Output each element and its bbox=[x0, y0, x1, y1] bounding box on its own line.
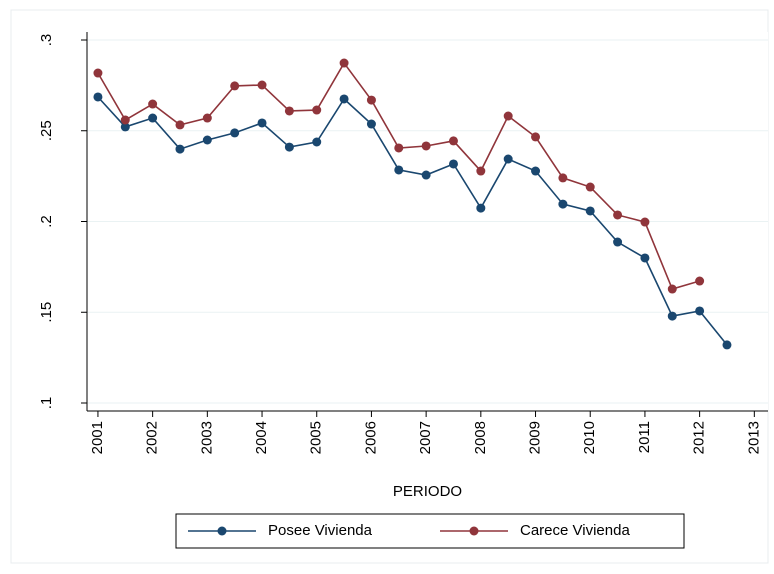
x-tick-label: 2005 bbox=[308, 421, 325, 454]
legend-marker bbox=[469, 526, 479, 536]
x-tick-label: 2003 bbox=[198, 421, 215, 454]
data-point bbox=[93, 92, 103, 102]
data-point bbox=[503, 111, 513, 121]
data-point bbox=[448, 136, 458, 146]
data-point bbox=[695, 276, 705, 286]
x-tick-label: 2004 bbox=[253, 421, 270, 454]
x-tick-label: 2007 bbox=[417, 421, 434, 454]
y-tick-label: .25 bbox=[38, 120, 55, 141]
data-point bbox=[202, 135, 212, 145]
data-point bbox=[366, 95, 376, 105]
y-tick-label: .3 bbox=[38, 34, 55, 47]
x-tick-label: 2010 bbox=[581, 421, 598, 454]
y-tick-label: .15 bbox=[38, 302, 55, 323]
legend-marker bbox=[217, 526, 227, 536]
data-point bbox=[722, 340, 732, 350]
data-point bbox=[257, 80, 267, 90]
data-point bbox=[476, 203, 486, 213]
data-point bbox=[640, 217, 650, 227]
data-point bbox=[448, 159, 458, 169]
data-point bbox=[284, 142, 294, 152]
data-point bbox=[120, 115, 130, 125]
data-point bbox=[394, 165, 404, 175]
data-point bbox=[421, 141, 431, 151]
x-tick-label: 2013 bbox=[745, 421, 762, 454]
x-tick-label: 2011 bbox=[636, 421, 653, 453]
data-point bbox=[202, 113, 212, 123]
data-point bbox=[148, 99, 158, 109]
legend-label: Posee Vivienda bbox=[268, 522, 373, 539]
data-point bbox=[613, 237, 623, 247]
series-line bbox=[97, 96, 728, 346]
data-point bbox=[366, 119, 376, 129]
data-point bbox=[640, 253, 650, 263]
data-point bbox=[421, 170, 431, 180]
data-point bbox=[476, 166, 486, 176]
data-point bbox=[312, 137, 322, 147]
data-point bbox=[120, 122, 130, 132]
x-tick-label: 2012 bbox=[691, 421, 708, 454]
x-tick-label: 2009 bbox=[526, 421, 543, 454]
data-point bbox=[503, 154, 513, 164]
legend-box bbox=[175, 513, 685, 549]
data-point bbox=[613, 210, 623, 220]
data-point bbox=[339, 58, 349, 68]
x-tick-label: 2006 bbox=[362, 421, 379, 454]
data-point bbox=[312, 105, 322, 115]
legend-label: Carece Vivienda bbox=[520, 522, 630, 539]
x-tick-label: 2008 bbox=[472, 421, 489, 454]
x-tick-label: 2001 bbox=[89, 421, 106, 454]
data-point bbox=[175, 120, 185, 130]
data-point bbox=[667, 311, 677, 321]
data-point bbox=[531, 166, 541, 176]
y-tick-label: .1 bbox=[38, 397, 55, 410]
data-point bbox=[257, 118, 267, 128]
data-point bbox=[667, 284, 677, 294]
y-tick-label: .2 bbox=[38, 215, 55, 228]
data-point bbox=[695, 306, 705, 316]
x-axis-title: PERIODO bbox=[393, 483, 462, 500]
data-point bbox=[531, 132, 541, 142]
data-point bbox=[585, 206, 595, 216]
data-point bbox=[284, 106, 294, 116]
data-point bbox=[230, 128, 240, 138]
data-point bbox=[230, 81, 240, 91]
data-point bbox=[175, 144, 185, 154]
data-point bbox=[585, 182, 595, 192]
x-tick-label: 2002 bbox=[144, 421, 161, 454]
data-point bbox=[339, 94, 349, 104]
data-point bbox=[558, 199, 568, 209]
data-point bbox=[148, 113, 158, 123]
data-point bbox=[558, 173, 568, 183]
data-point bbox=[394, 143, 404, 153]
data-point bbox=[93, 68, 103, 78]
